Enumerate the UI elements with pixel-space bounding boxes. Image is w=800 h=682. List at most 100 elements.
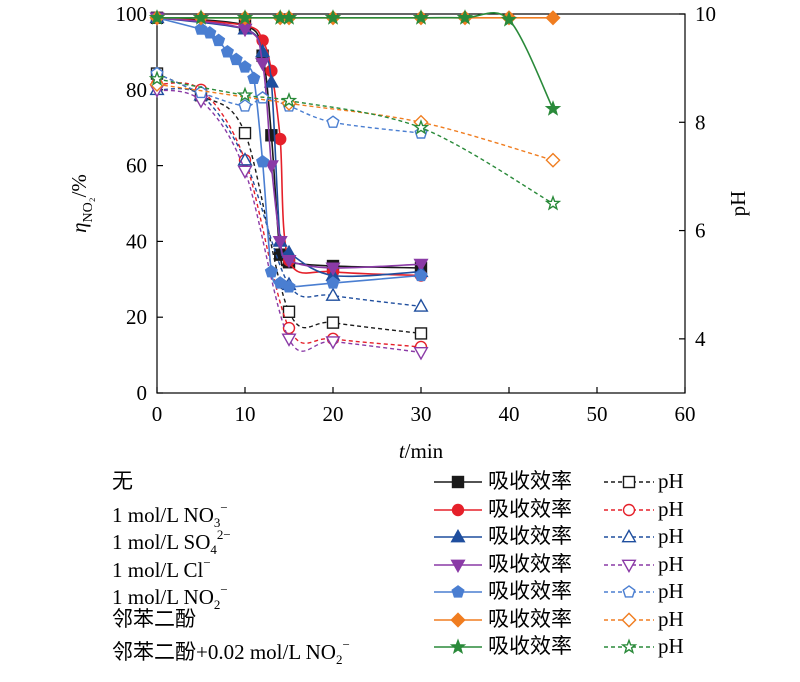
legend-row: 1 mol/L NO2− 吸收效率 pH [0,578,800,612]
x-tick-label: 60 [675,402,696,426]
legend-key: 吸收效率 pH [432,523,692,550]
ph-point [236,86,254,103]
ph-point [326,316,340,329]
legend-condition-label: 1 mol/L NO2− [112,582,228,613]
legend-condition-label: 无 [112,469,133,493]
legend-ph-label: pH [658,524,684,548]
ph-point [280,92,298,108]
ph-point [325,287,341,301]
efficiency-point [263,160,279,174]
efficiency-line [156,16,422,269]
legend-efficiency-marker [451,503,465,516]
legend-ph-marker [621,611,637,628]
efficiency-point [236,9,254,25]
legend-swatches [434,585,654,598]
legend-efficiency-label: 吸收效率 [488,469,572,493]
efficiency-point [272,236,288,250]
legend-efficiency-marker [450,611,466,628]
efficiency-point [212,33,226,47]
y-right-tick-label: 6 [695,219,706,243]
efficiency-point [274,132,287,146]
legend-ph-marker [622,585,636,598]
ph-line [156,83,554,161]
legend-efficiency-label: 吸收效率 [488,496,572,521]
y-left-tick-label: 80 [126,78,147,102]
efficiency-point [544,100,562,116]
ph-point [238,99,252,112]
efficiency-point [281,254,297,269]
legend-condition-label: 邻苯二酚+0.02 mol/L NO2− [112,637,350,668]
x-tick-label: 10 [235,402,256,426]
legend-row: 邻苯二酚 吸收效率 pH [0,606,800,633]
legend-ph-marker [621,528,637,543]
ph-point [544,194,562,211]
efficiency-point [324,9,342,25]
ph-point [148,70,166,86]
y-left-tick-label: 60 [126,154,147,178]
ph-line [156,78,554,205]
legend-swatches [434,475,654,489]
legend-key: 吸收效率 pH [432,578,692,605]
ph-point [326,115,340,128]
y-right-tick-label: 8 [695,110,706,134]
efficiency-point [256,154,270,168]
legend-key: 吸收效率 pH [432,468,692,495]
x-tick-label: 50 [587,402,608,426]
ph-point [414,327,428,340]
efficiency-point [247,71,261,85]
efficiency-point [414,268,428,282]
efficiency-point [192,9,210,25]
legend-efficiency-label: 吸收效率 [488,524,572,548]
ph-point [282,305,296,318]
ph-point [412,119,430,135]
legend-efficiency-marker [450,559,466,573]
efficiency-point [255,43,271,58]
legend-efficiency-marker [451,475,465,489]
legend-efficiency-marker [449,638,467,654]
legend-swatches [434,528,654,543]
legend-row: 邻苯二酚+0.02 mol/L NO2− 吸收效率 pH [0,633,800,667]
legend-swatches [434,611,654,628]
efficiency-point [325,262,341,276]
legend-swatches [434,559,654,573]
efficiency-point [545,10,561,26]
ph-point [238,126,252,140]
legend-efficiency-marker [450,528,466,543]
efficiency-line [156,11,554,110]
ph-point [281,333,297,347]
efficiency-point [280,9,298,25]
efficiency-point [264,264,278,278]
legend-swatches [434,638,654,654]
legend-row: 1 mol/L Cl− 吸收效率 pH [0,551,800,582]
ph-point [413,298,429,312]
efficiency-point [456,9,474,25]
efficiency-point [326,276,340,289]
efficiency-point [220,44,234,58]
y-left-tick-label: 20 [126,305,147,329]
x-tick-label: 20 [323,402,344,426]
legend-row: 无 吸收效率 pH [0,468,800,495]
legend-ph-label: pH [658,551,684,576]
legend-ph-label: pH [658,496,684,521]
ph-point [545,152,561,168]
ph-point [194,85,208,99]
ph-point [413,347,429,361]
legend-row: 1 mol/L NO3− 吸收效率 pH [0,496,800,530]
y-right-tick-label: 4 [695,327,706,351]
legend-swatches [434,503,654,516]
efficiency-line [156,16,422,278]
y-left-tick-label: 0 [137,381,148,405]
x-axis-label: t/min [399,439,444,460]
ph-point [325,336,341,350]
efficiency-point [203,26,217,39]
legend-condition-label: 1 mol/L NO3− [112,499,228,530]
efficiency-line [156,16,422,277]
legend-key: 吸收效率 pH [432,551,692,578]
legend-ph-label: pH [658,634,684,658]
legend-condition-label: 邻苯二酚 [112,606,196,631]
legend-efficiency-label: 吸收效率 [488,606,572,631]
legend-ph-label: pH [658,606,684,631]
x-tick-label: 30 [411,402,432,426]
efficiency-point [413,258,429,273]
legend-efficiency-label: 吸收效率 [488,551,572,576]
